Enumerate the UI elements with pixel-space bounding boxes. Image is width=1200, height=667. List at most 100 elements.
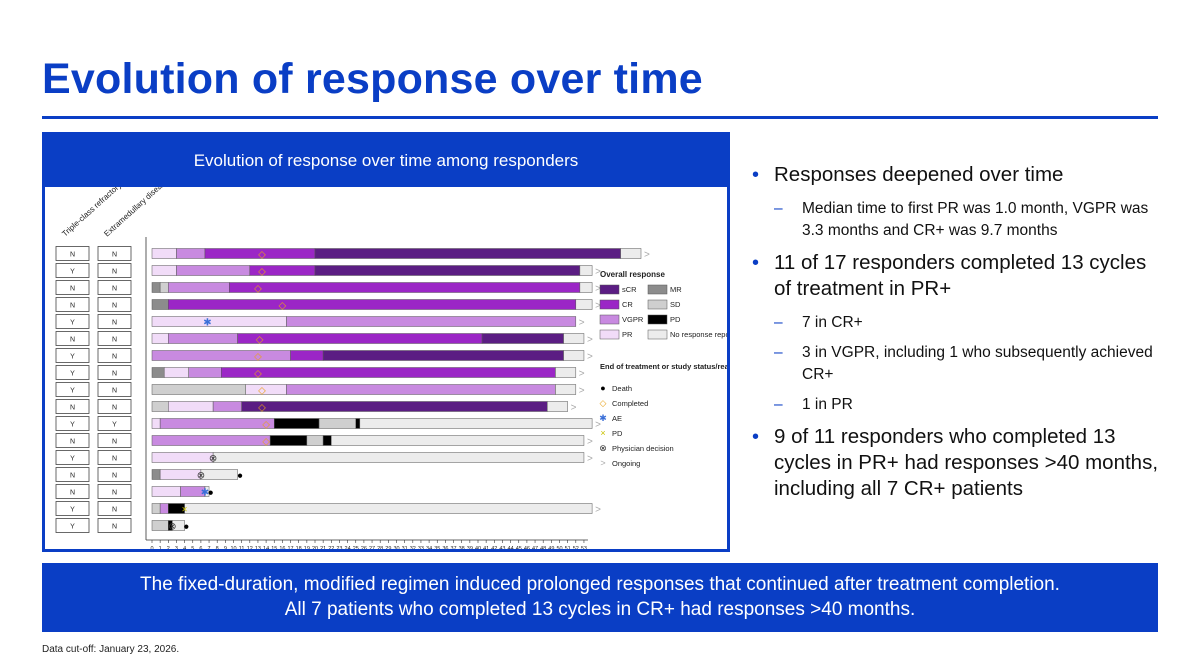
bar-segment xyxy=(563,350,585,361)
status-legend-label: Death xyxy=(612,384,632,393)
x-tick-label: 6 xyxy=(199,546,202,549)
emd-value: N xyxy=(112,269,117,276)
bar-segment xyxy=(151,435,271,446)
x-tick-label: 42 xyxy=(491,546,497,549)
bar-segment xyxy=(212,401,242,412)
emd-cell xyxy=(97,433,132,448)
status-legend-label: Ongoing xyxy=(612,459,640,468)
bar-segment xyxy=(151,401,169,412)
bullet-item: • Responses deepened over time xyxy=(752,162,1162,188)
tcr-cell xyxy=(55,501,90,516)
emd-cell xyxy=(97,331,132,346)
emd-cell xyxy=(97,365,132,380)
bar-segment xyxy=(200,469,238,480)
bar-segment xyxy=(579,282,593,293)
sub-bullet-item: – Median time to first PR was 1.0 month, … xyxy=(752,198,1162,242)
tcr-value: Y xyxy=(70,456,75,463)
bar-segment xyxy=(151,316,287,327)
x-tick-label: 23 xyxy=(336,546,342,549)
bar-segment xyxy=(221,367,556,378)
ongoing-arrow: > xyxy=(587,454,593,465)
ongoing-arrow: > xyxy=(579,386,585,397)
status-marker: × xyxy=(182,505,188,516)
bar-segment xyxy=(151,367,165,378)
tcr-value: N xyxy=(70,405,75,412)
status-legend-symbol: × xyxy=(600,428,605,438)
legend-swatch xyxy=(599,284,620,295)
ongoing-arrow: > xyxy=(587,437,593,448)
ongoing-arrow: > xyxy=(595,420,601,431)
x-tick-label: 27 xyxy=(369,546,375,549)
x-tick-label: 51 xyxy=(565,546,571,549)
x-tick-label: 40 xyxy=(475,546,481,549)
x-tick-label: 49 xyxy=(548,546,554,549)
bar-segment xyxy=(286,316,577,327)
bar-segment xyxy=(168,282,230,293)
emd-value: N xyxy=(112,456,117,463)
status-legend-symbol: > xyxy=(600,458,605,468)
emd-value: Y xyxy=(112,422,117,429)
bullet-icon: • xyxy=(752,426,760,448)
bar-segment xyxy=(620,248,642,259)
x-tick-label: 44 xyxy=(508,546,514,549)
legend-label: SD xyxy=(670,300,681,309)
bar-segment xyxy=(151,350,291,361)
x-tick-label: 2 xyxy=(167,546,170,549)
x-tick-label: 25 xyxy=(353,546,359,549)
tcr-cell xyxy=(55,484,90,499)
bar-segment xyxy=(237,333,483,344)
tcr-value: Y xyxy=(70,422,75,429)
bar-segment xyxy=(188,367,222,378)
status-marker: ◇ xyxy=(254,284,262,295)
tcr-value: N xyxy=(70,252,75,259)
bar-segment xyxy=(555,367,577,378)
x-tick-label: 13 xyxy=(255,546,261,549)
emd-cell xyxy=(97,399,132,414)
bullet-text: 11 of 17 responders completed 13 cycles … xyxy=(774,251,1147,300)
status-legend-symbol: ⊗ xyxy=(599,443,607,453)
emd-value: N xyxy=(112,507,117,514)
status-marker: ✱ xyxy=(203,318,211,329)
bar-segment xyxy=(322,435,332,446)
emd-cell xyxy=(97,280,132,295)
sub-bullet-item: – 3 in VGPR, including 1 who subsequently… xyxy=(752,342,1162,386)
emd-cell xyxy=(97,501,132,516)
bar-segment xyxy=(322,350,564,361)
x-tick-label: 30 xyxy=(393,546,399,549)
bar-segment xyxy=(355,418,361,429)
ongoing-arrow: > xyxy=(644,250,650,261)
legend-swatch xyxy=(647,314,668,325)
x-tick-label: 4 xyxy=(183,546,186,549)
status-legend-title: End of treatment or study status/reason xyxy=(600,362,727,371)
status-marker: ● xyxy=(208,488,214,499)
bar-segment xyxy=(563,333,585,344)
bar-segment xyxy=(212,452,585,463)
bullet-text: 9 of 11 responders who completed 13 cycl… xyxy=(774,425,1159,500)
bar-segment xyxy=(184,503,593,514)
emd-value: N xyxy=(112,320,117,327)
ongoing-arrow: > xyxy=(595,505,601,516)
bullet-text: Median time to first PR was 1.0 month, V… xyxy=(802,200,1149,239)
bar-segment xyxy=(151,486,181,497)
x-tick-label: 14 xyxy=(263,546,269,549)
dash-icon: – xyxy=(774,344,783,361)
tcr-cell xyxy=(55,365,90,380)
tcr-cell xyxy=(55,382,90,397)
bar-segment xyxy=(314,248,621,259)
tcr-value: Y xyxy=(70,320,75,327)
bar-segment xyxy=(159,503,169,514)
status-marker: ◇ xyxy=(258,386,266,397)
tcr-cell xyxy=(55,518,90,533)
bar-segment xyxy=(151,469,161,480)
x-tick-label: 11 xyxy=(239,546,245,549)
tcr-value: N xyxy=(70,439,75,446)
status-marker: ◇ xyxy=(254,369,262,380)
bar-segment xyxy=(168,401,214,412)
legend-swatch xyxy=(599,329,620,340)
emd-value: N xyxy=(112,405,117,412)
tcr-cell xyxy=(55,297,90,312)
bullet-text: Responses deepened over time xyxy=(774,163,1064,186)
emd-cell xyxy=(97,450,132,465)
page-title: Evolution of response over time xyxy=(42,55,703,103)
